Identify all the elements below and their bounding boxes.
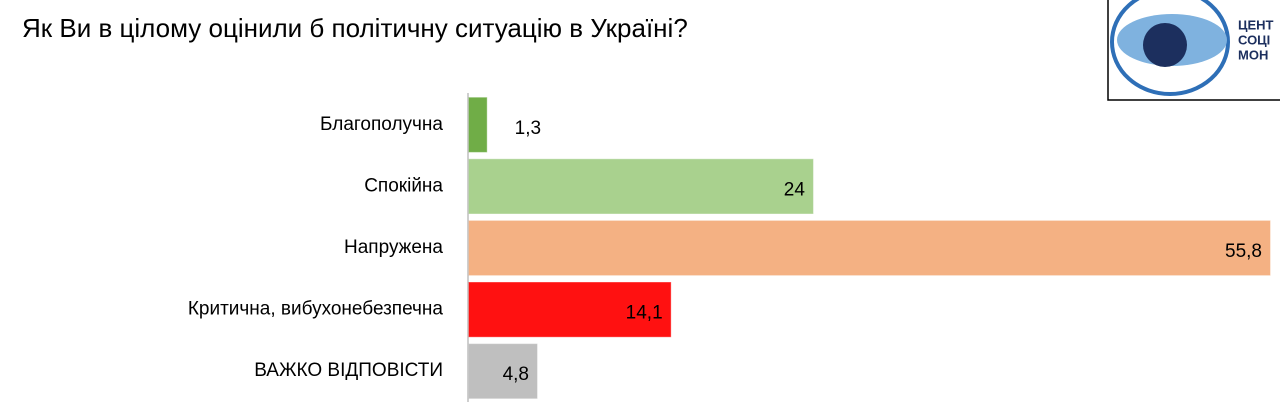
chart-title: Як Ви в цілому оцінили б політичну ситуа… <box>22 13 688 43</box>
value-label: 24 <box>784 179 806 200</box>
value-label: 4,8 <box>503 364 529 385</box>
category-label: Благополучна <box>320 114 443 135</box>
logo: ЦЕНТ СОЦІ МОН <box>1107 0 1280 101</box>
category-label: Напружена <box>344 237 443 258</box>
logo-text: ЦЕНТ <box>1238 17 1274 32</box>
logo-ring <box>1110 0 1230 96</box>
value-label: 14,1 <box>626 303 663 324</box>
category-label: Критична, вибухонебезпечна <box>188 299 444 320</box>
bar <box>468 343 538 399</box>
category-label: Спокійна <box>364 175 443 196</box>
logo-text: МОН <box>1238 47 1268 62</box>
category-label: ВАЖКО ВІДПОВІСТИ <box>254 360 443 381</box>
logo-text: СОЦІ <box>1238 32 1270 47</box>
bar <box>468 97 488 153</box>
bar <box>468 158 814 215</box>
bar <box>468 220 1271 276</box>
logo-pupil <box>1143 23 1187 67</box>
value-label: 1,3 <box>515 118 541 139</box>
value-label: 55,8 <box>1225 241 1262 262</box>
bar <box>468 281 672 338</box>
